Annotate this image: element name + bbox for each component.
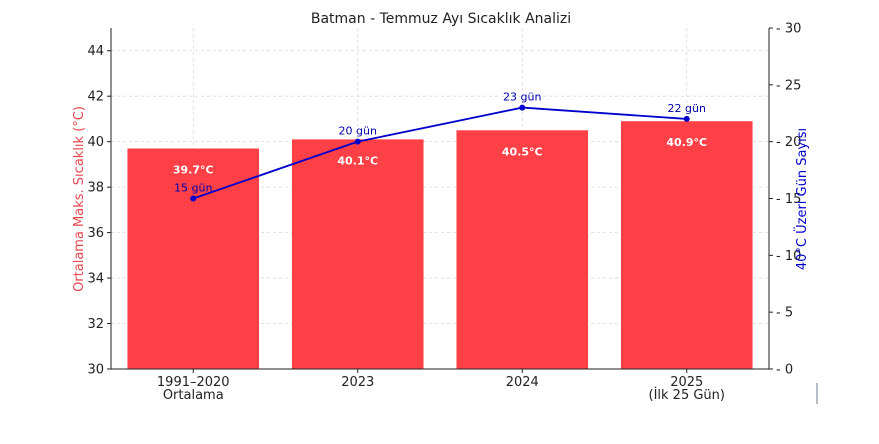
point-value-label: 15 gün	[174, 182, 212, 195]
x-tick-label: 2023	[341, 375, 374, 390]
y-tick-label-left: 32	[87, 317, 104, 332]
y-axis-label-left: Ortalama Maks. Sıcaklık (°C)	[72, 106, 87, 292]
x-tick-label: 1991–2020	[157, 375, 230, 390]
y-tick-label-left: 30	[87, 363, 104, 378]
bar	[291, 139, 424, 369]
bar-value-label: 40.5°C	[502, 145, 543, 158]
y-tick-label-left: 38	[87, 181, 104, 196]
y-tick-label-left: 36	[87, 226, 104, 241]
axes: 30 32 34 36 38 40 42 44 - 0 - 5 - 10 - 15 - 20 - 25 - …	[87, 22, 801, 404]
chart-title: Batman - Temmuz Ayı Sıcaklık Analizi	[311, 11, 571, 27]
x-tick-label: 2024	[506, 375, 539, 390]
bar-series	[127, 121, 753, 369]
data-point	[519, 104, 526, 111]
y-tick-label-left: 44	[87, 44, 104, 59]
data-point	[354, 138, 361, 145]
y-tick-label-right: - 30	[776, 22, 801, 37]
bar	[456, 130, 589, 369]
y-tick-label-right: - 0	[776, 363, 793, 378]
y-axis-label-right: 40°C Üzeri Gün Sayısı	[793, 128, 810, 270]
bar	[620, 121, 753, 369]
y-tick-label-left: 42	[87, 90, 104, 105]
point-value-label: 20 gün	[339, 125, 377, 138]
point-value-label: 22 gün	[668, 102, 706, 115]
y-tick-label-right: - 5	[776, 306, 793, 321]
bar-value-label: 40.1°C	[337, 154, 378, 167]
bar-value-label: 39.7°C	[173, 163, 214, 176]
x-tick-label: (İlk 25 Gün)	[649, 387, 725, 403]
point-value-label: 23 gün	[503, 91, 541, 104]
x-tick-label: Ortalama	[163, 388, 224, 403]
data-point	[683, 115, 690, 122]
x-tick-label: 2025	[670, 375, 703, 390]
bar	[127, 148, 260, 369]
y-tick-label-left: 40	[87, 135, 104, 150]
bar-value-label: 40.9°C	[666, 136, 707, 149]
data-labels: 39.7°C 40.1°C 40.5°C 40.9°C 15 gün 20 gün 23 g…	[173, 91, 707, 195]
line-series	[190, 104, 690, 202]
series-line	[192, 106, 687, 200]
data-point	[190, 195, 197, 202]
y-tick-label-right: - 25	[776, 78, 801, 93]
y-tick-label-left: 34	[87, 272, 104, 287]
y-tick-label-right: - 10	[776, 249, 801, 264]
y-tick-label-right: - 20	[776, 135, 801, 150]
y-tick-label-right: - 15	[776, 192, 801, 207]
